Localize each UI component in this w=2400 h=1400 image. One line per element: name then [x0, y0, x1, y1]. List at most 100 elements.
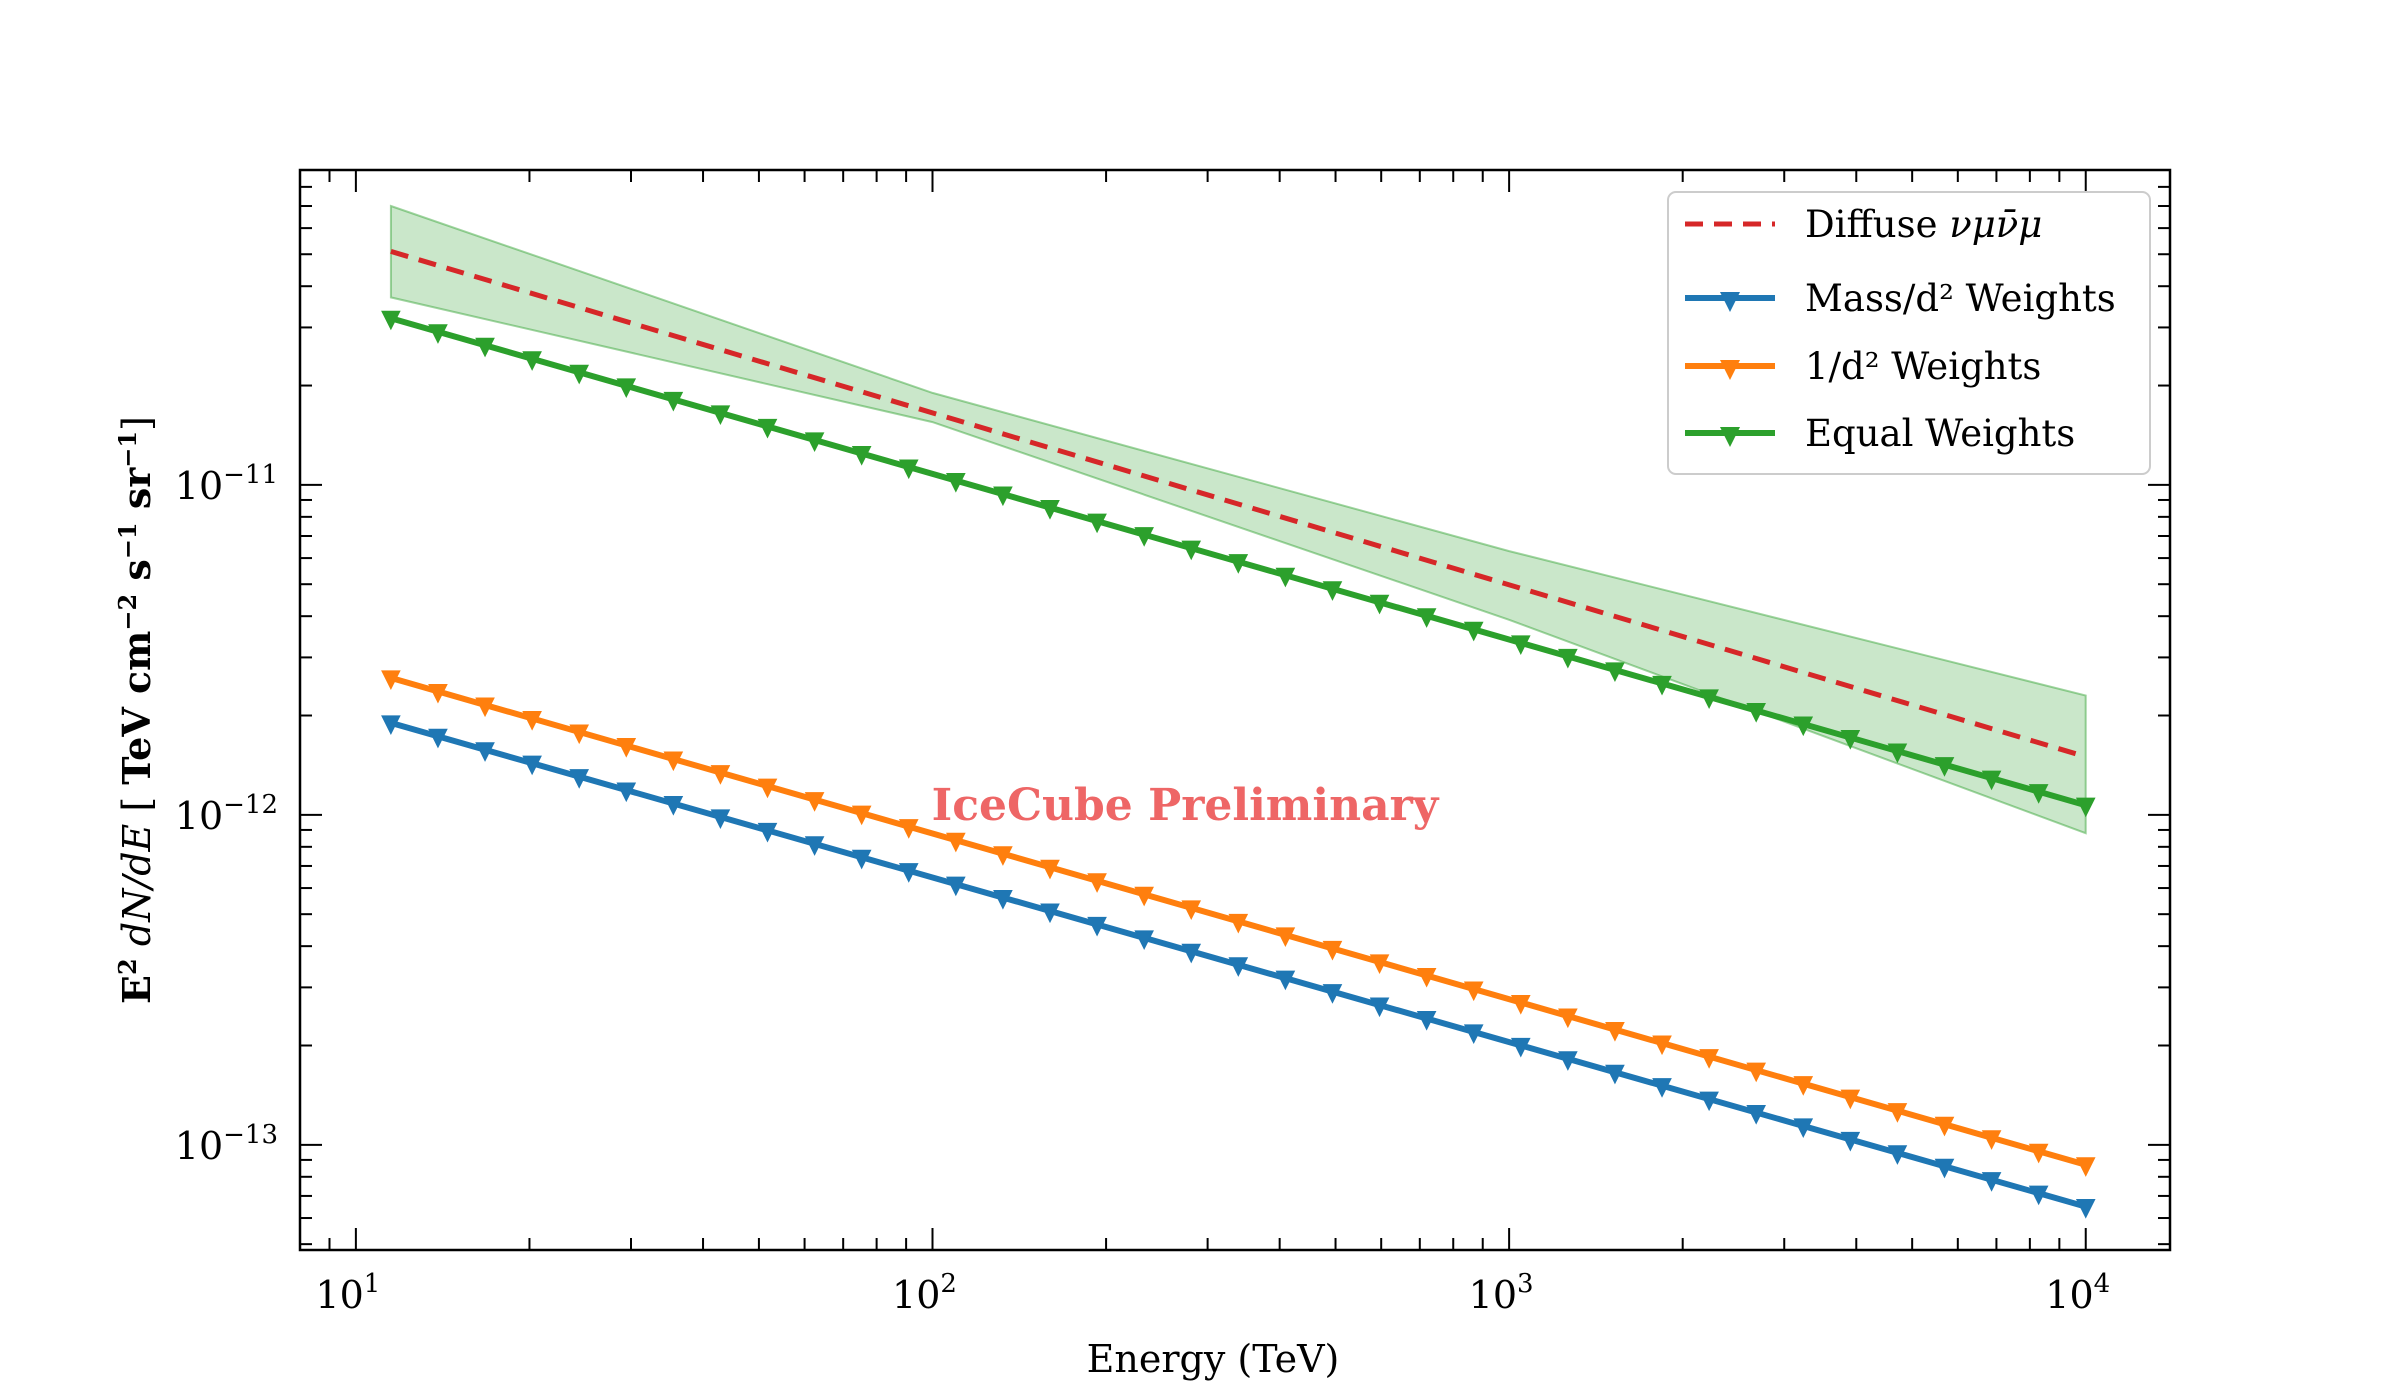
equal-weights-marker — [1275, 567, 1296, 588]
legend-marker — [1720, 292, 1740, 312]
mass-d-weights-marker — [946, 876, 966, 897]
legend-box — [1667, 191, 2151, 475]
x-tick-label: 101 — [315, 1269, 380, 1317]
x-tick-label: 102 — [892, 1269, 957, 1317]
1-d-weights-marker — [710, 765, 731, 785]
mass-d-weights-marker — [1322, 984, 1343, 1004]
mass-d-weights-marker — [1369, 997, 1390, 1018]
mass-d-weights-marker — [1510, 1037, 1531, 1058]
mass-d-weights-marker — [851, 849, 872, 870]
legend-label: 1/d² Weights — [1805, 345, 2041, 388]
1-d-weights-marker — [946, 832, 966, 853]
mass-d-weights-marker — [2075, 1199, 2096, 1219]
1-d-weights-marker — [1510, 994, 1531, 1015]
equal-weights-markers — [381, 310, 2096, 818]
equal-weights-marker — [1228, 554, 1249, 574]
mass-d-weights-marker — [1605, 1064, 1625, 1085]
1-d-weights-marker — [1322, 940, 1343, 961]
mass-d-weights-marker — [1746, 1105, 1766, 1125]
equal-weights-marker — [1558, 648, 1578, 669]
mass-d-weights-marker — [1934, 1158, 1955, 1179]
mass-d-weights-marker — [1087, 916, 1107, 937]
1-d-weights-marker — [1981, 1130, 2002, 1150]
equal-weights-marker — [1322, 581, 1343, 601]
mass-d-weights-marker — [663, 795, 684, 816]
y-tick-label: 10−13 — [175, 1120, 278, 1168]
mass-d-weights-marker — [381, 715, 401, 735]
mass-d-weights-marker — [1181, 943, 1202, 964]
1-d-weights-marker — [804, 792, 825, 812]
mass-d-weights-marker — [710, 809, 731, 830]
1-d-weights-marker — [1558, 1008, 1578, 1029]
1-d-weights-marker — [1369, 954, 1390, 975]
legend-label: Diffuse νμν̄μ — [1805, 203, 2042, 246]
equal-weights-marker — [1652, 675, 1672, 696]
mass-d-weights-marker — [522, 755, 542, 776]
legend-item-mass-d-weights: Mass/d² Weights — [1685, 277, 2116, 320]
1-d-weights-markers — [381, 670, 2096, 1177]
equal-weights-marker — [569, 364, 590, 385]
mass-d-weights-marker — [616, 782, 637, 803]
1-d-weights-marker — [1181, 900, 1202, 920]
1-d-weights-marker — [851, 805, 872, 826]
1-d-weights-marker — [1840, 1089, 1861, 1110]
mass-d-weights-marker — [1699, 1091, 1719, 1112]
legend-marker — [1720, 427, 1740, 447]
equal-weights-marker — [1746, 702, 1766, 723]
1-d-weights-marker — [1416, 967, 1437, 988]
1-d-weights-marker — [1605, 1022, 1625, 1042]
1-d-weights-marker — [2028, 1143, 2049, 1164]
mass-d-weights-marker — [1040, 903, 1060, 924]
icecube-preliminary-annotation: IceCube Preliminary — [932, 780, 1440, 831]
equal-weights-marker — [381, 310, 401, 331]
equal-weights-marker — [1040, 500, 1060, 520]
equal-weights-marker — [1510, 635, 1531, 655]
diffuse-uncertainty-band — [389, 204, 2087, 835]
1-d-weights-marker — [428, 683, 448, 704]
1-d-weights-marker — [475, 697, 495, 718]
equal-weights-marker — [522, 351, 542, 371]
1-d-weights-marker — [381, 670, 401, 691]
equal-weights-marker — [1840, 730, 1861, 750]
1-d-weights-marker — [993, 846, 1013, 866]
plot-frame — [298, 168, 2172, 1252]
1-d-weights-marker — [1275, 927, 1296, 947]
equal-weights-marker — [663, 391, 684, 412]
equal-weights-marker — [1981, 770, 2002, 791]
mass-d-weights-marker — [1887, 1145, 1908, 1165]
1-d-weights-marker — [1652, 1035, 1672, 1056]
legend-item-diffuse: Diffuse νμν̄μ — [1685, 203, 2042, 246]
mass-d-weights-marker — [804, 836, 825, 856]
y-tick-label: 10−11 — [175, 460, 278, 508]
mass-d-weights-marker — [475, 742, 495, 762]
equal-weights-marker — [1887, 743, 1908, 764]
x-axis-title: Energy (TeV) — [1087, 1337, 1340, 1381]
equal-weights-marker — [898, 459, 919, 480]
mass-d-weights-markers — [381, 715, 2096, 1219]
1-d-weights-marker — [757, 778, 778, 799]
mass-d-weights-marker — [757, 822, 778, 843]
x-tick-label: 103 — [1469, 1269, 1534, 1317]
1-d-weights-marker — [1793, 1076, 1814, 1096]
mass-d-weights-marker — [1558, 1051, 1578, 1071]
equal-weights-marker — [1134, 527, 1154, 547]
mass-d-weights-marker — [1981, 1172, 2002, 1192]
1-d-weights-marker — [522, 710, 542, 731]
mass-d-weights-marker — [1416, 1010, 1437, 1031]
equal-weights-marker — [1463, 621, 1484, 642]
equal-weights-marker — [2028, 784, 2049, 804]
mass-d-weights-marker — [1275, 970, 1296, 991]
mass-d-weights-marker — [1652, 1078, 1672, 1098]
equal-weights-marker — [1416, 608, 1437, 628]
1-d-weights-marker — [1463, 981, 1484, 1002]
equal-weights-marker — [2075, 797, 2096, 818]
equal-weights-marker — [428, 324, 448, 344]
y-axis-title: E2 dN/dE [ TeV cm−2 s−1 sr−1] — [113, 416, 159, 1004]
1-d-weights-marker — [616, 738, 637, 758]
legend-item-equal-weights: Equal Weights — [1685, 412, 2075, 455]
equal-weights-marker — [1605, 662, 1625, 683]
1-d-weights-marker — [1040, 859, 1060, 880]
equal-weights-marker — [1087, 513, 1107, 534]
mass-d-weights-marker — [2028, 1185, 2049, 1206]
